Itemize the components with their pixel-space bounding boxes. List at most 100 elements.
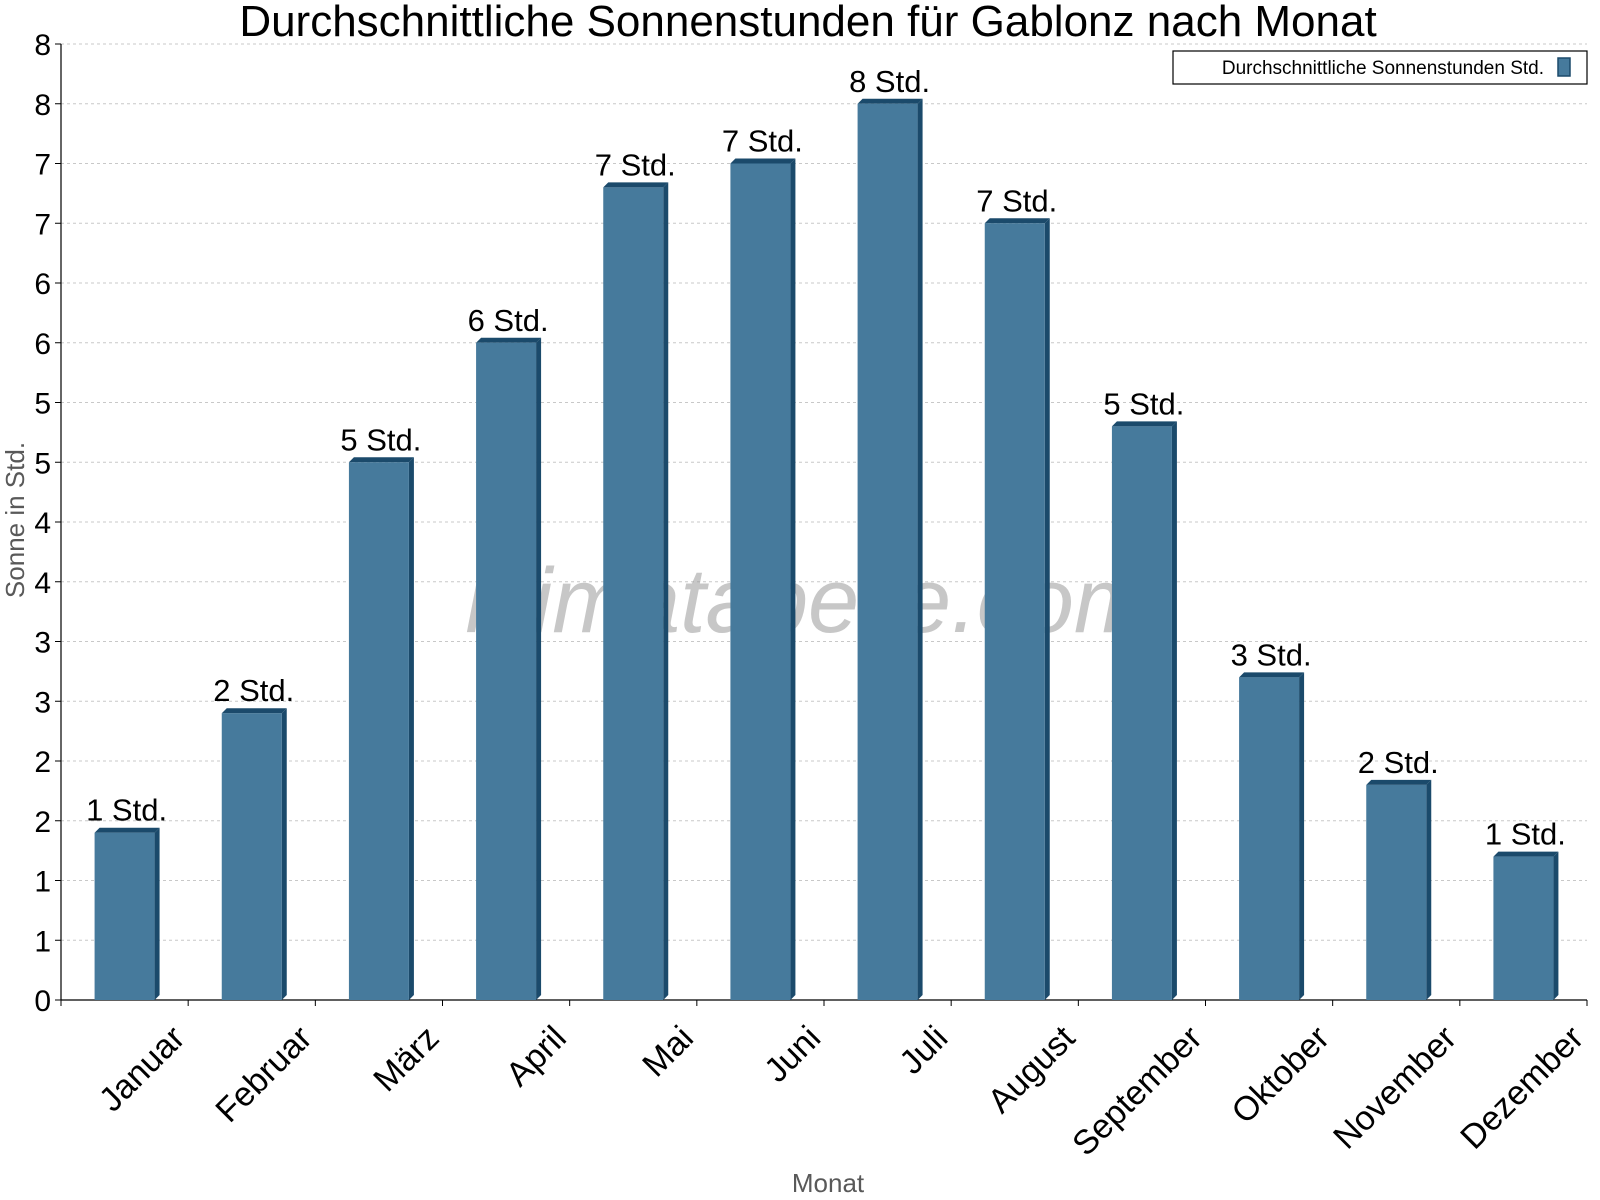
bar-side — [790, 158, 796, 1000]
y-tick-label: 4 — [34, 507, 51, 540]
bar-side — [1426, 779, 1432, 1000]
legend: Durchschnittliche Sonnenstunden Std. — [1172, 50, 1588, 85]
bar-top — [1366, 779, 1432, 785]
y-tick-label: 3 — [34, 627, 51, 660]
y-tick-label: 1 — [34, 866, 51, 899]
gridlines — [61, 43, 1587, 941]
bar-side — [1044, 218, 1050, 1000]
bar — [1239, 672, 1305, 1000]
bar-value-label: 7 Std. — [722, 124, 803, 159]
bar-value-labels: 1 Std. 2 Std. 5 Std. 6 Std. 7 Std. 7 Std. 8 St… — [86, 64, 1566, 852]
bar — [984, 218, 1050, 1000]
bar-value-label: 5 Std. — [340, 422, 421, 457]
bar-value-label: 2 Std. — [213, 673, 294, 708]
y-tick-label: 5 — [34, 388, 51, 421]
x-tick-label: Juli — [892, 1019, 955, 1082]
x-tick-label: Februar — [208, 1019, 319, 1130]
x-tick-label: April — [499, 1019, 574, 1094]
x-tick-label: Januar — [92, 1019, 192, 1119]
bar-front — [730, 163, 791, 1000]
bar-front — [984, 223, 1045, 1000]
bar-front — [603, 187, 664, 1000]
bar-front — [1111, 426, 1172, 1000]
bar-value-label: 2 Std. — [1358, 745, 1439, 780]
x-axis-label: Monat — [792, 1168, 865, 1198]
x-tick-label: September — [1065, 1019, 1209, 1163]
bar-front — [348, 462, 409, 1000]
bar-side — [1299, 672, 1305, 1000]
bar-front — [1239, 677, 1300, 1000]
y-tick-label: 8 — [34, 89, 51, 122]
bar — [94, 827, 160, 1000]
y-tick-label: 7 — [34, 208, 51, 241]
bar-front — [476, 342, 537, 1000]
bar-top — [476, 337, 542, 343]
bar-top — [348, 457, 414, 463]
bar-value-label: 6 Std. — [468, 303, 549, 338]
y-tick-label: 8 — [34, 29, 51, 62]
bar-side — [281, 708, 287, 1000]
bar-value-label: 7 Std. — [595, 147, 676, 182]
bar — [1366, 779, 1432, 1000]
bar-top — [221, 708, 287, 714]
x-tick-label: Juni — [757, 1019, 828, 1090]
y-tick-label: 4 — [34, 567, 51, 600]
bar-top — [857, 98, 923, 104]
bar-front — [1366, 784, 1427, 1000]
bar — [730, 158, 796, 1000]
x-tick-label: August — [981, 1018, 1083, 1120]
bar-side — [1553, 851, 1559, 1000]
bar-top — [94, 827, 160, 833]
y-tick-label: 3 — [34, 686, 51, 719]
bar-value-label: 1 Std. — [1485, 817, 1566, 852]
bar-front — [1493, 856, 1554, 1000]
bar-side — [1171, 421, 1177, 1000]
bar-value-label: 8 Std. — [849, 64, 930, 99]
legend-entry-label: Durchschnittliche Sonnenstunden Std. — [1222, 58, 1544, 79]
bar — [476, 337, 542, 1000]
bar-top — [1239, 672, 1305, 678]
y-tick-label: 2 — [34, 746, 51, 779]
bar-top — [984, 218, 1050, 224]
bar-front — [857, 103, 918, 1000]
bar-top — [730, 158, 796, 164]
y-tick-label: 6 — [34, 268, 51, 301]
bar — [348, 457, 414, 1000]
y-tick-labels: 0 1 1 2 2 3 3 4 4 5 5 6 6 7 7 8 8 — [34, 29, 61, 1018]
bars — [94, 98, 1559, 1000]
bar — [857, 98, 923, 1000]
bar-front — [94, 832, 155, 1000]
bar — [1111, 421, 1177, 1000]
bar-side — [917, 98, 923, 1000]
legend-box — [1172, 50, 1588, 85]
x-tick-label: März — [366, 1019, 446, 1099]
x-tick-labels: Januar Februar März April Mai Juni Juli AugustS… — [92, 1018, 1591, 1163]
y-tick-label: 2 — [34, 806, 51, 839]
bar-side — [408, 457, 414, 1000]
bar-top — [603, 182, 669, 188]
y-tick-label: 1 — [34, 925, 51, 958]
bar-side — [536, 337, 542, 1000]
x-tick-label: Oktober — [1224, 1019, 1336, 1131]
axes — [60, 44, 1588, 1006]
bar-value-label: 3 Std. — [1231, 637, 1312, 672]
y-axis-label: Sonne in Std. — [0, 442, 30, 598]
bar — [221, 708, 287, 1000]
x-tick-label: November — [1326, 1019, 1464, 1157]
y-tick-label: 0 — [34, 985, 51, 1018]
bar-value-label: 7 Std. — [976, 183, 1057, 218]
bar — [603, 182, 669, 1000]
legend-swatch — [1557, 57, 1571, 77]
bar — [1493, 851, 1559, 1000]
bar-side — [663, 182, 669, 1000]
bar-top — [1493, 851, 1559, 857]
x-tick-label: Mai — [635, 1019, 701, 1085]
y-tick-label: 6 — [34, 328, 51, 361]
bar-top — [1111, 421, 1177, 427]
bar-side — [154, 827, 160, 1000]
bar-front — [221, 713, 282, 1000]
chart-title: Durchschnittliche Sonnenstunden für Gabl… — [239, 0, 1376, 46]
x-tick-label: Dezember — [1453, 1019, 1591, 1157]
bar-value-label: 5 Std. — [1103, 386, 1184, 421]
